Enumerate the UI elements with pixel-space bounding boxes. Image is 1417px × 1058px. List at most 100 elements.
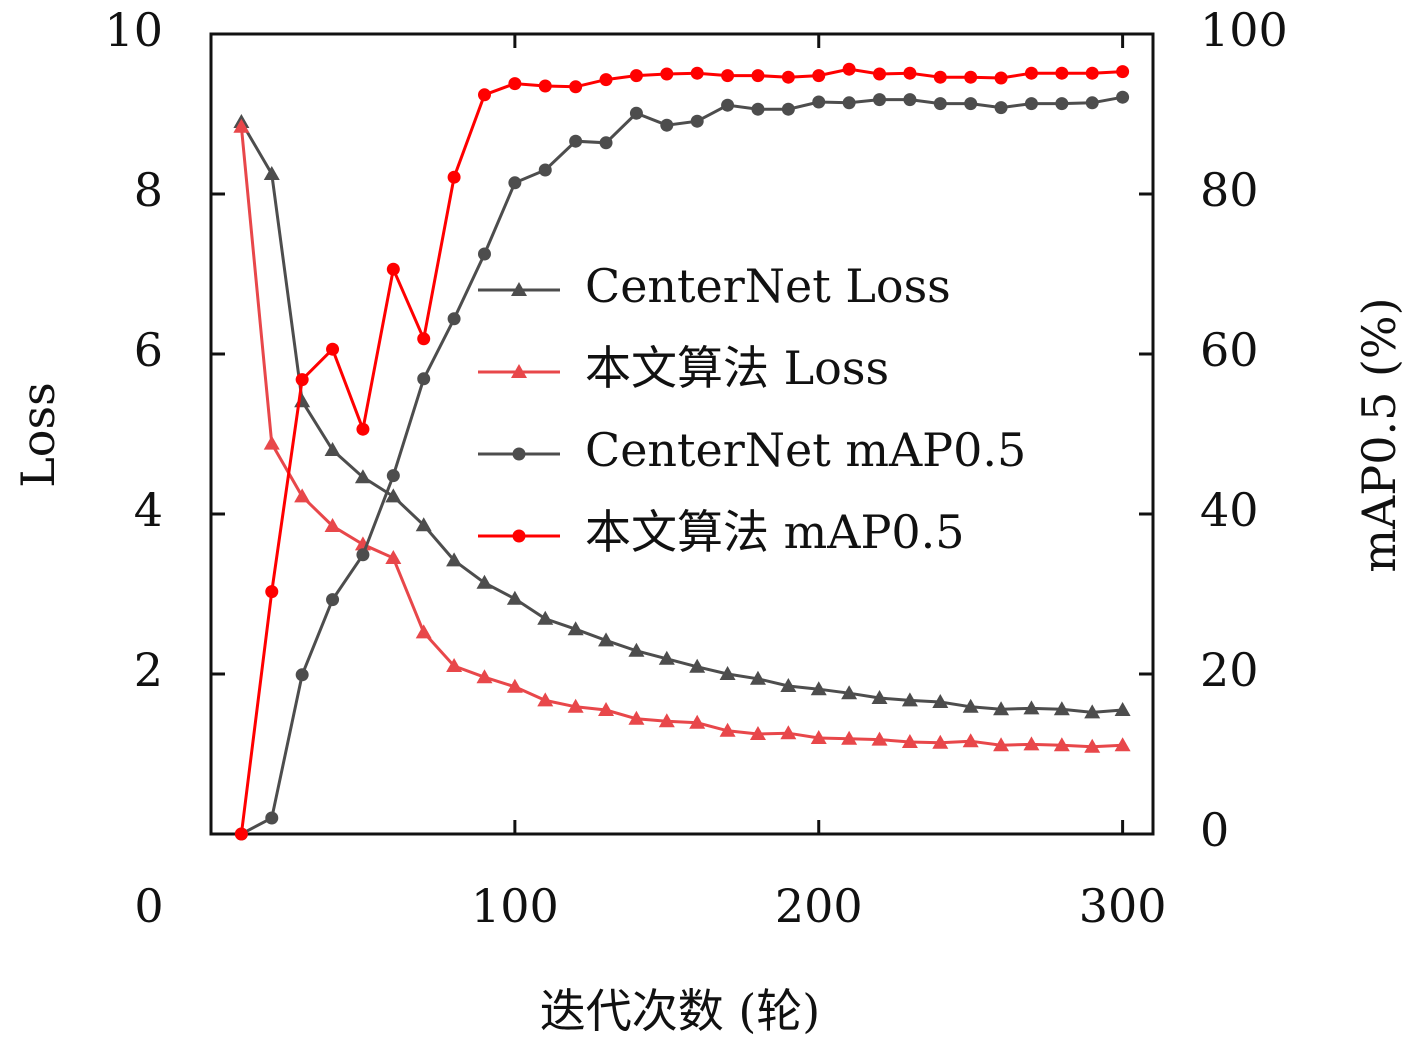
x-tick-label: 0 xyxy=(134,879,163,933)
x-axis-label: 迭代次数 (轮) xyxy=(540,984,821,1038)
y-tick-label: 8 xyxy=(134,163,163,217)
data-point xyxy=(1114,702,1131,716)
data-point xyxy=(903,66,917,80)
data-point xyxy=(721,69,735,83)
data-point xyxy=(812,69,826,83)
data-point xyxy=(537,610,554,625)
data-point xyxy=(1116,90,1130,104)
data-point xyxy=(508,176,522,190)
data-point xyxy=(508,77,522,91)
legend-marker xyxy=(511,364,527,378)
data-point xyxy=(446,552,463,567)
data-point xyxy=(689,658,706,673)
legend-marker xyxy=(512,529,526,543)
plot-frame xyxy=(209,32,1155,836)
data-point xyxy=(1023,700,1040,715)
data-point xyxy=(326,593,340,607)
data-point xyxy=(781,70,795,84)
data-point xyxy=(234,827,248,841)
data-point xyxy=(1085,66,1099,80)
legend-label: 本文算法 Loss xyxy=(585,341,889,395)
data-point xyxy=(721,98,735,112)
data-point xyxy=(598,632,615,647)
data-point xyxy=(873,67,887,81)
data-point xyxy=(1024,66,1038,80)
data-point xyxy=(842,62,856,76)
data-point xyxy=(506,678,523,693)
data-point xyxy=(233,118,250,133)
data-point xyxy=(932,734,949,749)
x-tick-label: 300 xyxy=(1079,879,1167,933)
y2-axis-label: mAP0.5 (%) xyxy=(1352,297,1406,572)
y2-tick-label: 80 xyxy=(1200,163,1259,217)
legend-label: CenterNet Loss xyxy=(585,259,951,313)
data-point xyxy=(719,666,736,680)
data-point xyxy=(962,698,979,713)
data-point xyxy=(933,97,947,111)
data-point xyxy=(1084,738,1101,753)
data-point xyxy=(1053,701,1070,716)
data-point xyxy=(476,574,493,589)
y2-tick-label: 60 xyxy=(1200,323,1259,377)
data-point xyxy=(1024,97,1038,111)
data-point xyxy=(569,134,583,148)
data-point xyxy=(324,518,341,532)
data-point xyxy=(1114,737,1131,752)
data-point xyxy=(385,550,402,564)
data-point xyxy=(263,166,280,180)
data-point xyxy=(964,97,978,111)
data-point xyxy=(901,734,918,748)
data-point xyxy=(415,517,432,532)
data-point xyxy=(751,69,765,83)
data-point xyxy=(628,642,645,657)
data-point xyxy=(386,262,400,276)
x-tick-label: 200 xyxy=(775,879,863,933)
data-point xyxy=(1053,737,1070,752)
data-point xyxy=(1023,736,1040,751)
data-point xyxy=(265,811,279,825)
data-point xyxy=(873,93,887,107)
data-point xyxy=(993,701,1010,716)
data-point xyxy=(933,70,947,84)
data-point xyxy=(263,435,280,450)
data-point xyxy=(810,730,827,744)
data-point xyxy=(1116,65,1130,79)
data-point xyxy=(477,88,491,102)
data-point xyxy=(629,69,643,83)
data-point xyxy=(689,714,706,729)
data-point xyxy=(660,118,674,132)
y2-tick-label: 40 xyxy=(1200,483,1259,537)
data-point xyxy=(841,685,858,700)
data-point xyxy=(476,669,493,684)
data-point xyxy=(812,95,826,109)
data-point xyxy=(871,731,888,746)
y-tick-label: 4 xyxy=(134,483,163,537)
legend-marker xyxy=(512,447,526,461)
y-tick-label: 2 xyxy=(134,643,163,697)
data-point xyxy=(901,692,918,707)
data-point xyxy=(447,312,461,326)
data-point xyxy=(294,488,311,503)
data-point xyxy=(1055,66,1069,80)
data-point xyxy=(749,726,766,740)
data-point xyxy=(567,621,584,636)
data-point xyxy=(994,71,1008,85)
data-point xyxy=(446,658,463,672)
x-tick-label: 100 xyxy=(471,879,559,933)
data-point xyxy=(538,163,552,177)
y2-tick-label: 0 xyxy=(1200,803,1229,857)
y-tick-label: 6 xyxy=(134,323,163,377)
data-point xyxy=(871,690,888,704)
data-point xyxy=(567,698,584,713)
data-point xyxy=(598,702,615,716)
data-point xyxy=(751,102,765,116)
data-point xyxy=(417,332,431,346)
data-point xyxy=(386,469,400,483)
data-point xyxy=(1084,704,1101,719)
data-point xyxy=(841,730,858,745)
data-point xyxy=(749,670,766,685)
data-point xyxy=(780,678,797,692)
series-line xyxy=(240,121,1123,714)
data-point xyxy=(295,668,309,682)
